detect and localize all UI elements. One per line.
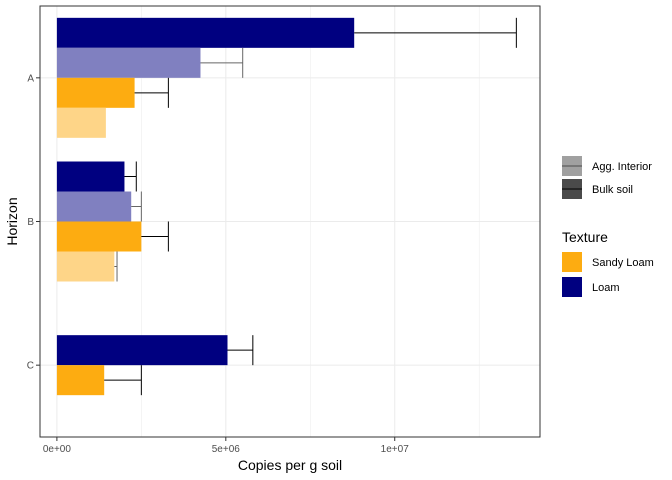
legend-key-loam: [562, 277, 582, 297]
legend: Agg. Interior Bulk soil Texture Sandy Loam L…: [562, 156, 654, 297]
bar-a-sandy-loam-agg-interior: [56, 107, 106, 138]
bar-c-loam-bulk-soil: [56, 335, 228, 366]
bar-a-loam-agg-interior: [56, 47, 201, 78]
y-axis-title: Horizon: [4, 197, 20, 245]
legend-title-texture: Texture: [562, 229, 608, 245]
legend-label: Agg. Interior: [592, 161, 652, 173]
x-tick-label: 1e+07: [381, 444, 410, 455]
bar-b-sandy-loam-bulk-soil: [56, 221, 142, 252]
y-tick-label-a: A: [27, 73, 34, 84]
y-tick-label-b: B: [27, 217, 34, 228]
bar-c-sandy-loam-bulk-soil: [56, 365, 105, 396]
legend-label: Loam: [592, 282, 620, 294]
bar-b-sandy-loam-agg-interior: [56, 251, 115, 282]
bar-b-loam-bulk-soil: [56, 161, 125, 192]
bar-a-loam-bulk-soil: [56, 17, 355, 48]
x-tick-label: 5e+06: [212, 444, 241, 455]
y-tick-label-c: C: [27, 361, 34, 372]
axes: 0e+00 5e+06 1e+07 A B C: [27, 73, 409, 455]
x-tick-label: 0e+00: [43, 444, 72, 455]
legend-label: Bulk soil: [592, 184, 633, 196]
bar-a-sandy-loam-bulk-soil: [56, 77, 135, 108]
bars: [56, 17, 355, 396]
error-bars: [104, 17, 517, 396]
legend-key-sandy-loam: [562, 252, 582, 272]
legend-label: Sandy Loam: [592, 257, 654, 269]
bar-b-loam-agg-interior: [56, 191, 132, 222]
x-axis-title: Copies per g soil: [238, 457, 342, 473]
